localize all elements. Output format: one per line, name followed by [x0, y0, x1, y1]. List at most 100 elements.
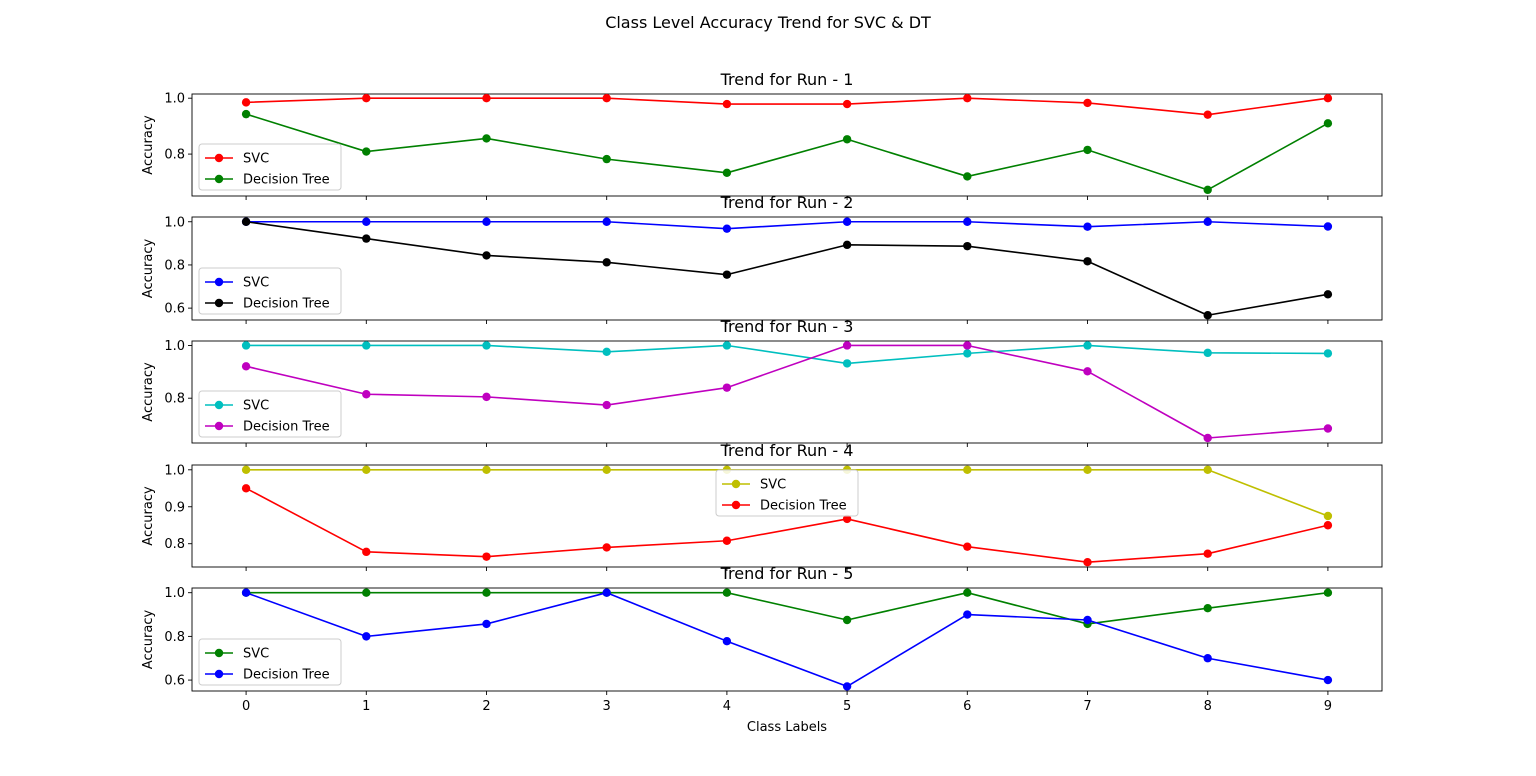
data-point-decision-tree — [842, 240, 852, 250]
axes-frame — [191, 216, 1383, 321]
data-point-decision-tree — [1083, 557, 1092, 567]
y-axis-label: Accuracy — [141, 362, 156, 422]
data-point-decision-tree — [1083, 615, 1092, 625]
data-point-svc — [602, 93, 611, 103]
data-point-decision-tree — [1203, 311, 1212, 320]
x-tick-label: 4 — [723, 699, 731, 714]
series-line-decision-tree — [245, 113, 1329, 191]
data-point-svc — [1083, 465, 1092, 475]
data-point-svc — [722, 588, 732, 597]
data-point-svc — [362, 217, 371, 226]
data-point-decision-tree — [362, 390, 371, 399]
y-tick-label: 1.0 — [164, 92, 185, 107]
data-point-decision-tree — [1323, 675, 1333, 685]
subplot-title: Trend for Run - 1 — [720, 70, 854, 89]
data-point-svc — [482, 93, 491, 103]
data-point-decision-tree — [482, 392, 491, 402]
data-point-decision-tree — [362, 147, 371, 156]
data-point-svc — [241, 341, 251, 350]
data-point-decision-tree — [963, 172, 972, 181]
data-point-svc — [602, 217, 611, 226]
data-point-decision-tree — [482, 134, 491, 143]
data-point-decision-tree — [241, 217, 251, 226]
data-point-decision-tree — [963, 542, 972, 551]
legend-box — [198, 390, 342, 438]
data-point-svc — [362, 93, 371, 103]
x-tick-label: 9 — [1324, 699, 1332, 714]
data-point-svc — [963, 465, 972, 475]
legend-marker — [731, 479, 741, 489]
data-point-svc — [602, 465, 611, 475]
y-tick-label: 0.8 — [164, 258, 185, 273]
data-point-decision-tree — [602, 258, 611, 267]
subplot-run-4: 0.8 0.9 1.0 Accuracy Trend for Run - 4 SVC Dec… — [141, 441, 1383, 571]
data-point-decision-tree — [1203, 549, 1212, 558]
legend-marker — [214, 153, 224, 163]
x-tick-label: 2 — [482, 699, 490, 714]
series-line-svc — [246, 344, 1328, 365]
data-point-svc — [362, 341, 371, 350]
y-axis-label: Accuracy — [141, 486, 156, 546]
data-point-svc — [842, 99, 852, 109]
subplot-title: Trend for Run - 2 — [720, 193, 854, 212]
data-point-decision-tree — [362, 234, 371, 243]
series-line-decision-tree — [245, 344, 1328, 439]
series-line-svc — [246, 220, 1328, 230]
subplot-run-3: 0.8 1.0 Accuracy Trend for Run - 3 SVC Decisi… — [141, 317, 1383, 447]
data-point-svc — [482, 465, 491, 475]
data-point-svc — [1323, 349, 1333, 358]
data-point-svc — [1083, 98, 1092, 108]
y-tick-label: 1.0 — [164, 339, 185, 354]
x-tick-label: 8 — [1204, 699, 1212, 714]
legend-marker — [214, 648, 224, 658]
legend: SVC Decision Tree — [715, 469, 859, 517]
axes-frame — [191, 340, 1383, 444]
legend-label: Decision Tree — [243, 297, 330, 312]
legend-label: SVC — [243, 399, 269, 414]
data-point-decision-tree — [602, 588, 611, 597]
data-point-svc — [602, 347, 611, 357]
data-point-decision-tree — [842, 514, 852, 524]
x-tick-label: 0 — [242, 699, 250, 714]
legend-marker — [214, 174, 224, 184]
data-point-decision-tree — [1203, 654, 1212, 663]
data-point-decision-tree — [722, 270, 732, 279]
data-point-decision-tree — [1203, 433, 1212, 443]
data-point-decision-tree — [362, 632, 371, 641]
legend-label: Decision Tree — [243, 668, 330, 683]
legend-label: Decision Tree — [243, 173, 330, 188]
data-point-decision-tree — [1323, 119, 1333, 128]
legend-label: SVC — [243, 276, 269, 291]
y-tick-label: 0.6 — [164, 302, 185, 317]
legend-marker — [214, 669, 224, 679]
data-point-svc — [482, 588, 491, 597]
legend-box — [198, 638, 342, 686]
data-point-svc — [842, 615, 852, 625]
legend-marker — [214, 277, 224, 287]
y-tick-label: 0.6 — [164, 674, 185, 689]
y-axis-label: Accuracy — [141, 610, 156, 670]
data-point-decision-tree — [722, 168, 732, 178]
legend-marker — [214, 298, 224, 308]
data-point-svc — [1323, 93, 1333, 103]
data-point-svc — [963, 588, 972, 597]
series-line-decision-tree — [245, 220, 1329, 317]
data-point-decision-tree — [241, 109, 251, 119]
legend-marker — [731, 500, 741, 510]
data-point-svc — [1203, 217, 1212, 226]
legend-label: Decision Tree — [243, 420, 330, 435]
x-tick-label: 5 — [843, 699, 851, 714]
data-point-decision-tree — [602, 400, 611, 410]
data-point-svc — [963, 349, 972, 358]
legend: SVC Decision Tree — [198, 638, 342, 686]
axes-frame — [191, 464, 1383, 568]
y-axis-label: Accuracy — [141, 115, 156, 175]
data-point-decision-tree — [1203, 185, 1212, 195]
data-point-svc — [963, 217, 972, 226]
y-tick-label: 0.8 — [164, 148, 185, 163]
data-point-svc — [963, 93, 972, 103]
data-point-svc — [241, 98, 251, 107]
x-tick-label: 1 — [362, 699, 370, 714]
series-line-decision-tree — [245, 487, 1329, 564]
